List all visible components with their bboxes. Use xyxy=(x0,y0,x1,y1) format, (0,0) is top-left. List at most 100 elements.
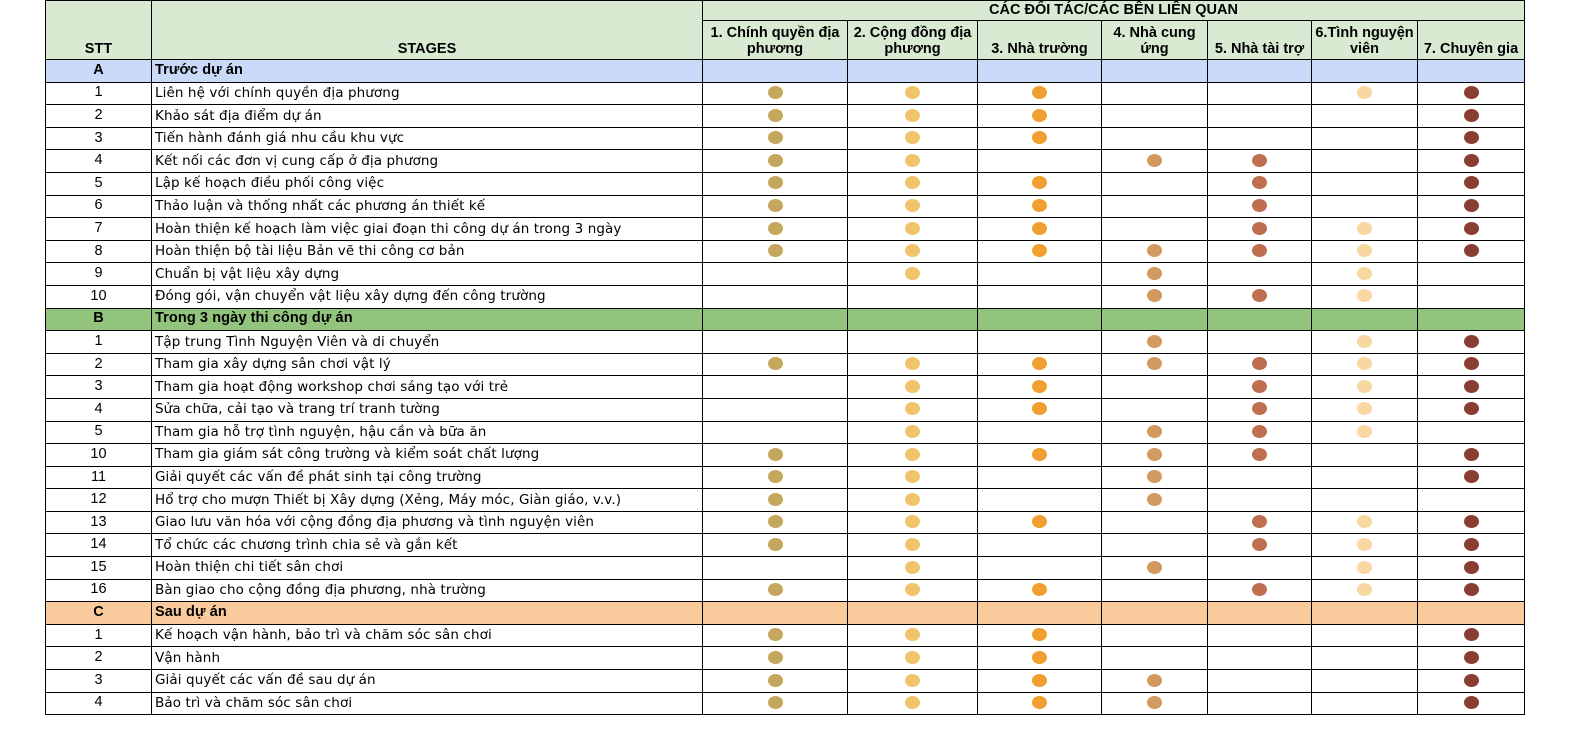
partner-cell xyxy=(1311,352,1418,377)
section-title: Trước dự án xyxy=(151,59,703,83)
partner-cell xyxy=(847,510,978,535)
row-stage: Bảo trì và chăm sóc sân chơi xyxy=(151,691,703,716)
involvement-dot-icon xyxy=(1252,289,1267,303)
involvement-dot-icon xyxy=(905,628,920,642)
section-cell xyxy=(1311,307,1418,332)
involvement-dot-icon xyxy=(1463,86,1479,100)
partner-cell xyxy=(702,533,848,558)
partner-header-row: 1. Chính quyền địa phương 2. Cộng đồng đ… xyxy=(46,20,1525,60)
partner-cell xyxy=(847,488,978,512)
section-cell xyxy=(1101,307,1208,332)
partner-cell xyxy=(1101,397,1208,422)
partner-cell xyxy=(847,443,978,467)
involvement-dot-icon xyxy=(1357,537,1372,551)
partner-cell xyxy=(847,81,978,106)
involvement-dot-icon xyxy=(1032,244,1047,258)
involvement-dot-icon xyxy=(905,221,920,235)
partner-cell xyxy=(1101,352,1208,377)
table-row: 3 Tham gia hoạt động workshop chơi sáng t… xyxy=(45,375,1525,399)
partner-cell xyxy=(1417,352,1525,377)
involvement-dot-icon xyxy=(767,537,783,551)
partner-cell xyxy=(1101,217,1208,241)
involvement-dot-icon xyxy=(1252,402,1267,416)
partner-cell xyxy=(977,443,1102,467)
involvement-dot-icon xyxy=(1463,244,1479,258)
involvement-dot-icon xyxy=(1032,176,1047,190)
row-stt: 3 xyxy=(45,126,152,151)
section-cell xyxy=(1207,59,1312,83)
partner-cell xyxy=(1311,510,1418,535)
section-cell xyxy=(847,59,978,83)
involvement-dot-icon xyxy=(1032,650,1047,664)
section-title: Sau dự án xyxy=(151,601,703,625)
partner-cell xyxy=(1101,104,1208,128)
involvement-dot-icon xyxy=(1032,447,1047,461)
partner-cell xyxy=(977,556,1102,580)
partner-cell xyxy=(1311,330,1418,354)
partner-cell xyxy=(977,375,1102,399)
partner-cell xyxy=(977,397,1102,422)
involvement-dot-icon xyxy=(905,402,920,416)
partner-header: 4. Nhà cung ứng xyxy=(1101,20,1208,60)
section-cell xyxy=(702,307,848,332)
table-row: 9 Chuẩn bị vật liệu xây dựng xyxy=(45,262,1525,286)
partner-cell xyxy=(702,669,848,693)
involvement-dot-icon xyxy=(905,131,920,145)
table-row: 1 Kế hoạch vận hành, bảo trì và chăm sóc … xyxy=(45,623,1525,648)
involvement-dot-icon xyxy=(767,357,783,371)
partner-cell xyxy=(1207,397,1312,422)
involvement-dot-icon xyxy=(1252,221,1267,235)
partner-cell xyxy=(1311,556,1418,580)
partner-cell xyxy=(1417,104,1525,128)
partner-cell xyxy=(1311,375,1418,399)
partner-cell xyxy=(1207,239,1312,264)
involvement-dot-icon xyxy=(1032,402,1047,416)
row-stt: 2 xyxy=(45,352,152,377)
row-stage: Tập trung Tình Nguyện Viên và di chuyển xyxy=(151,330,703,354)
partner-cell xyxy=(847,646,978,671)
partner-cell xyxy=(1101,420,1208,445)
partner-cell xyxy=(1101,646,1208,671)
partner-cell xyxy=(1207,217,1312,241)
row-stt: 3 xyxy=(45,669,152,693)
partner-cell xyxy=(847,149,978,173)
partner-cell xyxy=(702,510,848,535)
involvement-dot-icon xyxy=(1032,628,1047,642)
partner-cell xyxy=(1311,578,1418,603)
partner-cell xyxy=(1207,669,1312,693)
table-row: 13 Giao lưu văn hóa với cộng đồng địa phư… xyxy=(45,510,1525,535)
table-row: 10 Đóng gói, vận chuyển vật liệu xây dựng… xyxy=(45,284,1525,309)
involvement-dot-icon xyxy=(1357,266,1372,280)
row-stt: 4 xyxy=(45,397,152,422)
table-row: 14 Tổ chức các chương trình chia sẻ và gắ… xyxy=(45,533,1525,558)
section-code: A xyxy=(45,59,152,83)
row-stt: 1 xyxy=(45,330,152,354)
involvement-dot-icon xyxy=(1252,176,1267,190)
row-stt: 3 xyxy=(45,375,152,399)
involvement-dot-icon xyxy=(905,176,920,190)
involvement-dot-icon xyxy=(1357,425,1372,438)
partner-cell xyxy=(1101,375,1208,399)
involvement-dot-icon xyxy=(767,86,783,100)
involvement-dot-icon xyxy=(1252,425,1267,438)
row-stage: Tham gia giám sát công trường và kiểm so… xyxy=(151,443,703,467)
involvement-dot-icon xyxy=(1357,334,1372,348)
partner-cell xyxy=(977,510,1102,535)
partner-cell xyxy=(847,397,978,422)
involvement-dot-icon xyxy=(1032,108,1047,122)
involvement-dot-icon xyxy=(905,560,920,574)
section-cell xyxy=(847,601,978,625)
involvement-dot-icon xyxy=(1252,537,1267,551)
row-stt: 5 xyxy=(45,420,152,445)
partner-cell xyxy=(1207,578,1312,603)
partner-cell xyxy=(977,194,1102,219)
partner-cell xyxy=(977,126,1102,151)
partner-cell xyxy=(1417,420,1525,445)
table-row: 5 Lập kế hoạch điều phối công việc xyxy=(45,171,1525,196)
partner-cell xyxy=(1311,217,1418,241)
involvement-dot-icon xyxy=(1252,447,1267,461)
row-stage: Tham gia hỗ trợ tình nguyện, hậu cần và … xyxy=(151,420,703,445)
involvement-dot-icon xyxy=(1032,357,1047,371)
involvement-dot-icon xyxy=(1463,379,1479,393)
partner-cell xyxy=(1101,81,1208,106)
